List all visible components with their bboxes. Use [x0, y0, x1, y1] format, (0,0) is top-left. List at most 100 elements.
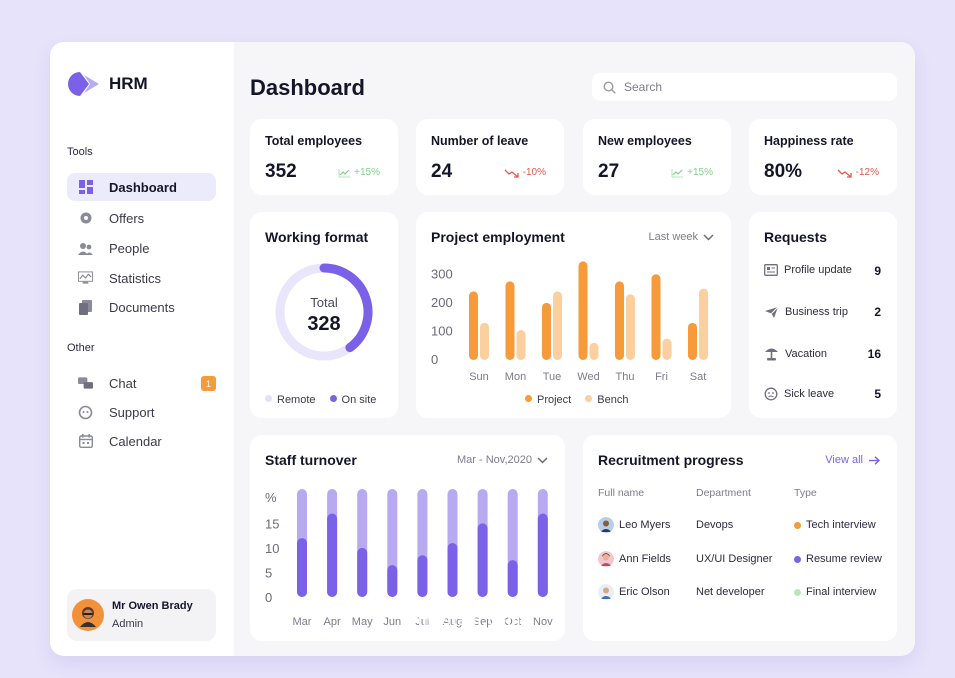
turnover-range-dropdown[interactable]: Mar - Nov,2020	[457, 454, 548, 466]
stat-title: Total employees	[265, 134, 363, 148]
table-row-department: Net developer	[696, 586, 765, 598]
gear-icon	[78, 211, 93, 226]
working-format-card: Working format Total 328 Remote On site	[250, 212, 398, 418]
sidebar-item-chat[interactable]: Chat 1	[67, 369, 216, 397]
arrow-right-icon	[869, 455, 880, 465]
stat-trend-value: -12%	[855, 167, 879, 178]
sidebar-item-label: Calendar	[109, 433, 162, 449]
request-label: Business trip	[785, 306, 848, 318]
people-icon	[78, 241, 93, 256]
y-tick-label: 10	[265, 541, 279, 556]
y-tick-label: 100	[431, 323, 453, 338]
request-row[interactable]: Business trip	[764, 305, 884, 319]
avatar	[598, 551, 614, 567]
dropdown-label: Last week	[648, 231, 698, 243]
app-name: HRM	[109, 74, 148, 93]
type-label: Final interview	[806, 586, 877, 598]
table-row-name[interactable]: Ann Fields	[598, 551, 671, 567]
view-all-link[interactable]: View all	[825, 454, 880, 466]
x-tick-label: Mar	[293, 616, 312, 628]
sidebar-item-calendar[interactable]: Calendar	[67, 427, 216, 455]
card-title: Working format	[265, 229, 369, 245]
search-placeholder: Search	[624, 80, 663, 94]
stat-card-total-employees: Total employees 352 +15%	[250, 119, 398, 195]
sidebar-item-label: Dashboard	[109, 179, 177, 195]
table-row-name[interactable]: Leo Myers	[598, 517, 670, 533]
bar-project	[688, 322, 697, 360]
request-count: 5	[874, 387, 881, 401]
sidebar-item-offers[interactable]: Offers	[67, 204, 216, 232]
search-input[interactable]: Search	[592, 73, 897, 101]
type-label: Resume review	[806, 553, 882, 565]
bar-bench	[699, 288, 708, 360]
sidebar-item-people[interactable]: People	[67, 234, 216, 262]
avatar	[598, 584, 614, 600]
request-row[interactable]: Sick leave	[764, 387, 884, 401]
request-label: Profile update	[784, 264, 852, 276]
view-all-label: View all	[825, 454, 863, 466]
staff-turnover-chart: % 15 10 5 0 Mar Apr May Jun Jul Aug Sep Oct Nov	[265, 489, 553, 628]
bar-value	[417, 555, 428, 597]
card-title: Project employment	[431, 229, 565, 245]
stat-trend: -12%	[837, 167, 879, 178]
x-tick-label: Jun	[383, 616, 401, 628]
chat-badge: 1	[201, 376, 216, 391]
legend-item: Remote	[265, 394, 316, 406]
y-tick-label: 0	[265, 590, 272, 605]
x-tick-label: Wed	[577, 371, 599, 383]
document-icon	[78, 299, 93, 315]
candidate-name: Ann Fields	[619, 553, 671, 565]
logo[interactable]: HRM	[67, 71, 148, 97]
avatar	[598, 517, 614, 533]
stat-trend-value: +15%	[354, 167, 380, 178]
avatar	[72, 599, 104, 631]
legend-item: Bench	[585, 394, 628, 406]
type-label: Tech interview	[806, 519, 876, 531]
table-row-name[interactable]: Eric Olson	[598, 584, 670, 600]
sidebar-item-documents[interactable]: Documents	[67, 293, 216, 321]
card-title: Staff turnover	[265, 452, 357, 468]
bar-project	[578, 261, 588, 360]
search-icon	[603, 80, 616, 94]
sidebar-item-dashboard[interactable]: Dashboard	[67, 173, 216, 201]
donut-center-value: 328	[307, 313, 341, 335]
bar-project	[615, 281, 624, 360]
bar-bench	[516, 330, 526, 360]
sidebar: HRM Tools Dashboard Offers People Stat	[50, 42, 234, 656]
trend-up-icon	[338, 168, 351, 177]
y-tick-label: 15	[265, 516, 279, 531]
user-card[interactable]: Mr Owen Brady Admin	[67, 589, 216, 641]
table-row-type: Final interview	[794, 586, 876, 598]
table-row-department: UX/UI Designer	[696, 553, 773, 565]
bar-project	[469, 291, 478, 360]
user-role: Admin	[112, 618, 144, 630]
sidebar-item-statistics[interactable]: Statistics	[67, 264, 216, 292]
bar-bench	[480, 322, 489, 360]
user-name: Mr Owen Brady	[112, 600, 193, 612]
x-tick-label: Jul	[415, 616, 429, 628]
legend-label: Project	[537, 394, 572, 406]
sidebar-item-support[interactable]: Support	[67, 398, 216, 426]
bar-bench	[662, 338, 672, 360]
request-row[interactable]: Profile update	[764, 264, 884, 276]
trend-down-icon	[504, 169, 519, 178]
y-tick-label: 0	[431, 352, 438, 367]
bar-value	[447, 543, 458, 597]
trend-up-icon	[671, 168, 684, 177]
project-employment-chart: 300 200 100 0 Sun Mon Tue Wed Thu Fri Sat	[431, 261, 708, 383]
page-title: Dashboard	[250, 75, 365, 100]
sidebar-item-label: Chat	[109, 375, 137, 391]
project-range-dropdown[interactable]: Last week	[648, 231, 714, 243]
plane-icon	[765, 306, 779, 318]
card-title: Requests	[764, 229, 828, 245]
stat-trend-value: -10%	[522, 167, 546, 178]
x-tick-label: Aug	[443, 616, 463, 628]
request-label: Vacation	[785, 348, 827, 360]
request-row[interactable]: Vacation	[764, 347, 884, 361]
tools-section-label: Tools	[67, 146, 93, 158]
x-tick-label: May	[352, 616, 373, 628]
bar-project	[651, 274, 661, 360]
x-tick-label: Mon	[505, 371, 526, 383]
sidebar-item-label: Support	[109, 404, 155, 420]
stat-title: New employees	[598, 134, 692, 148]
